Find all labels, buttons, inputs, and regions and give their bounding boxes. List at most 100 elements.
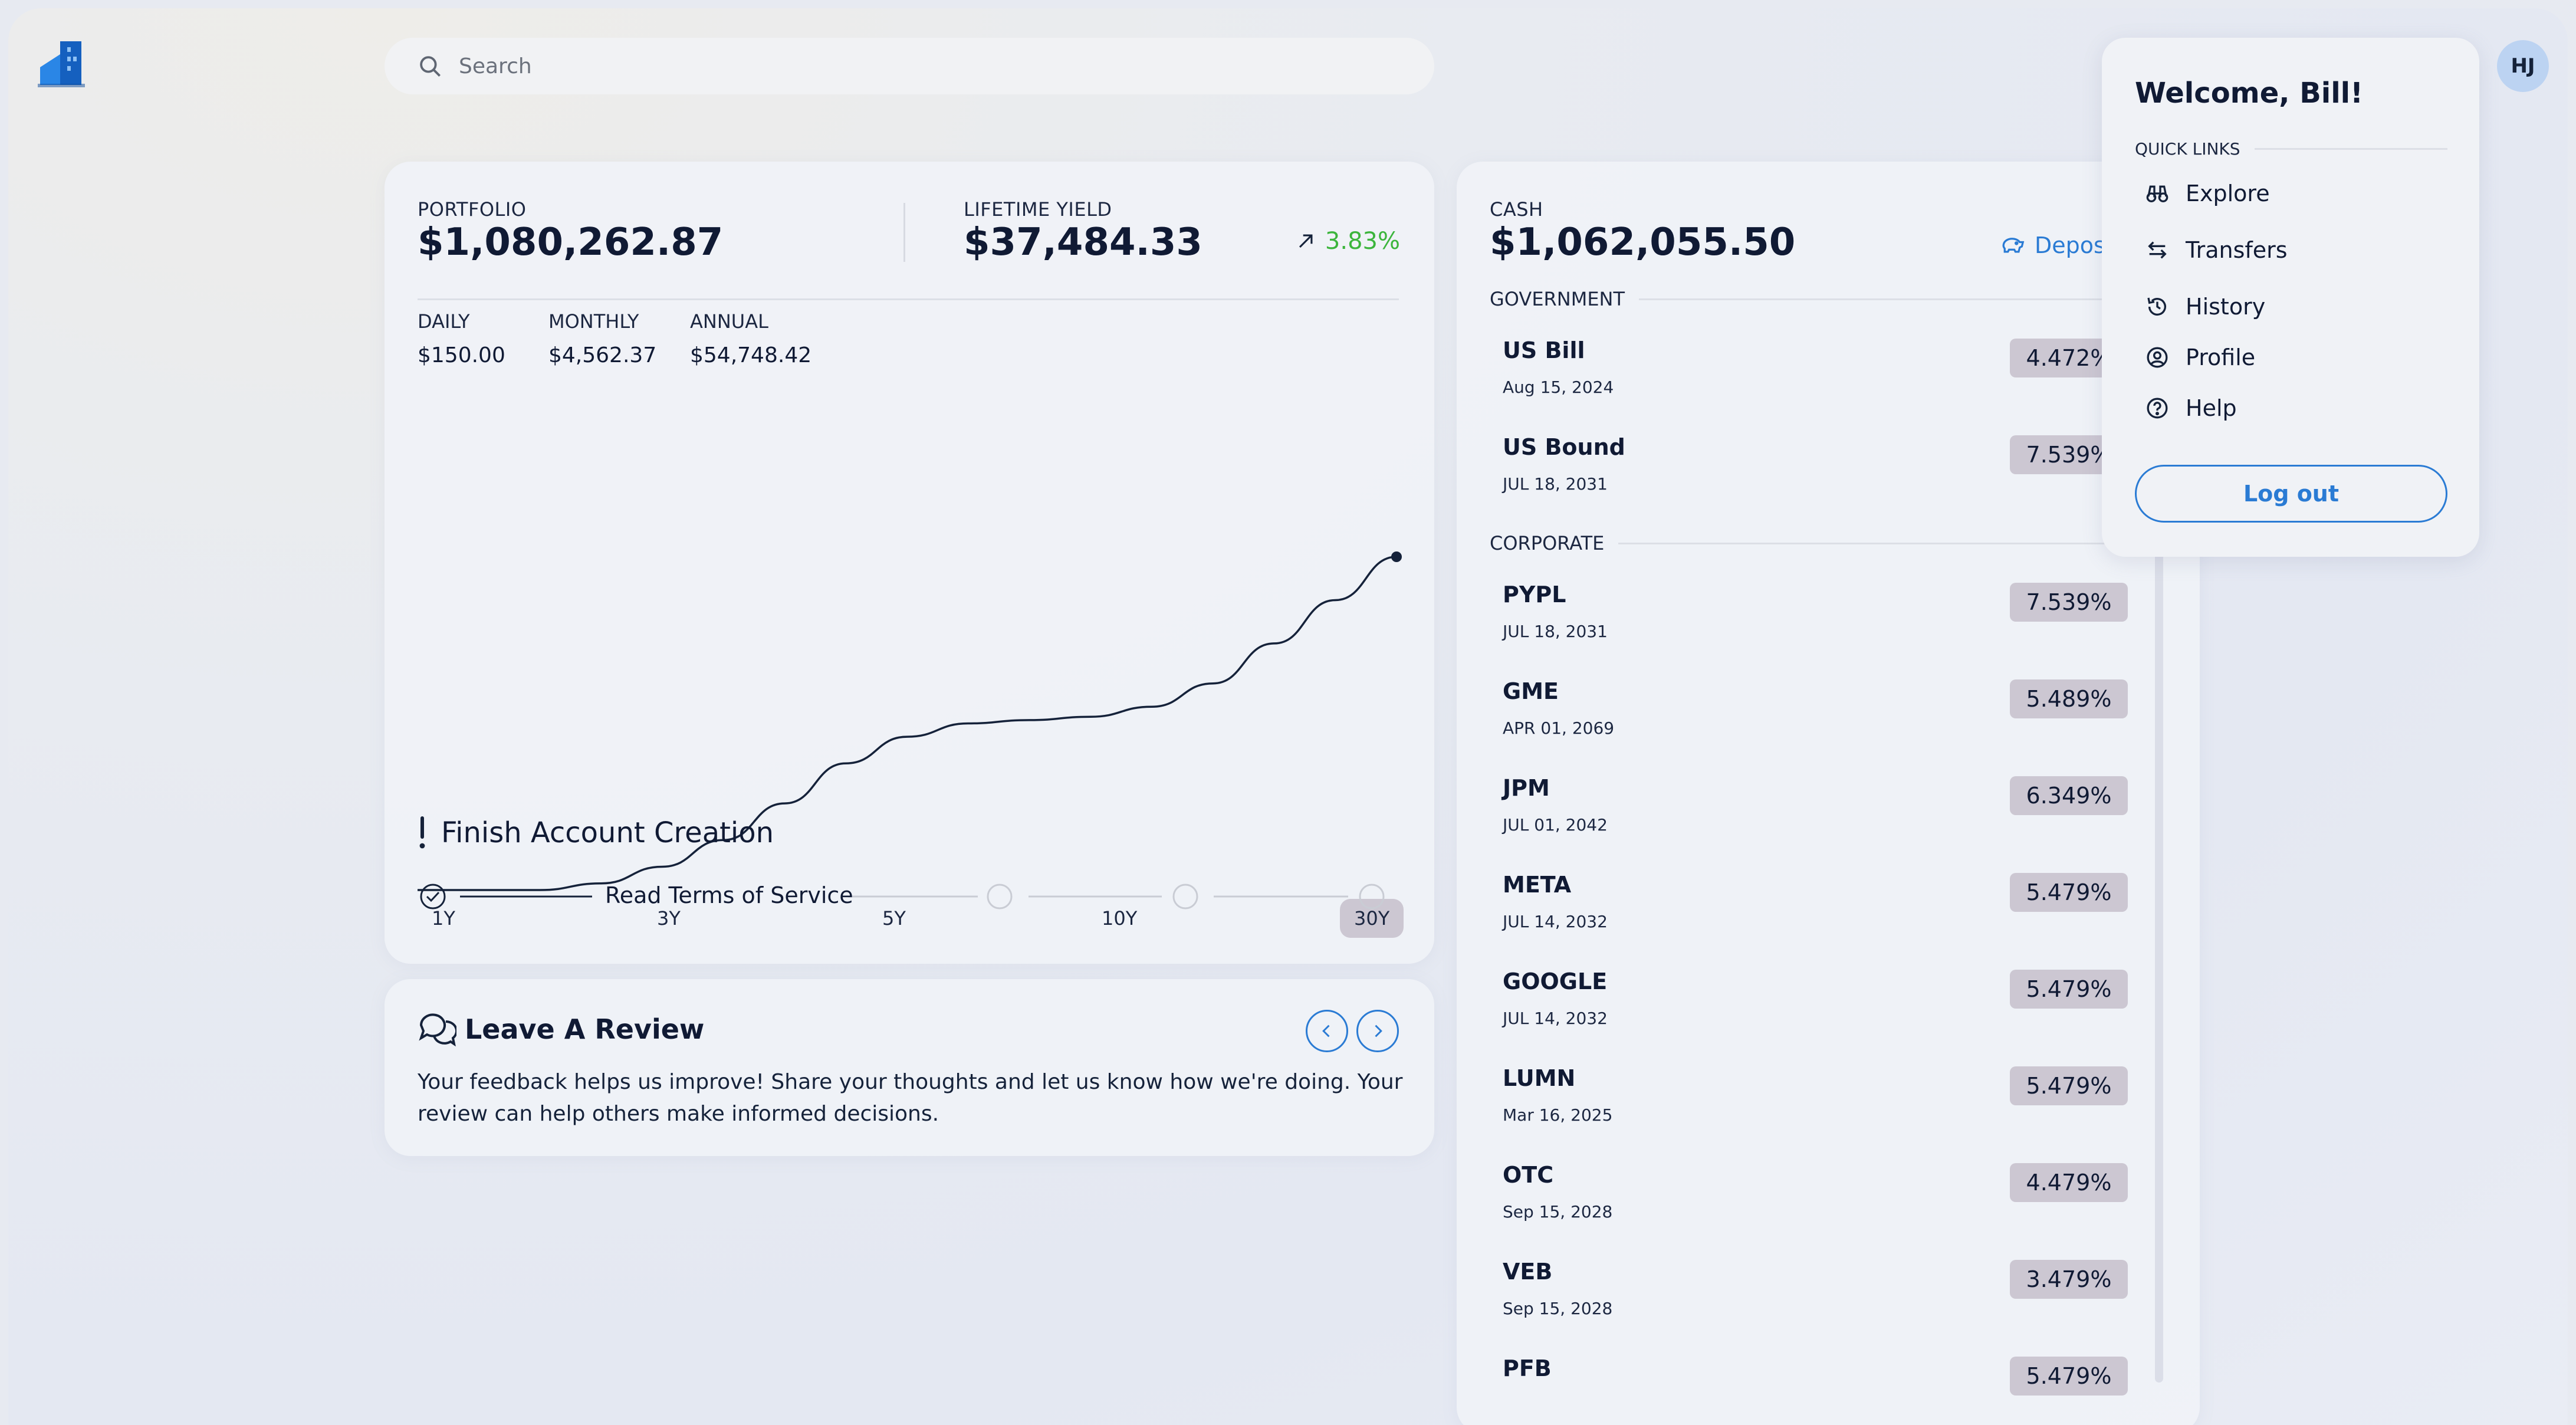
bond-name: LUMN bbox=[1503, 1065, 1576, 1091]
range-30y[interactable]: 30Y bbox=[1340, 899, 1404, 938]
logout-button[interactable]: Log out bbox=[2135, 465, 2447, 523]
menu-item-label: Explore bbox=[2186, 180, 2270, 206]
cash-card: CASH $1,062,055.50 Deposit GOVERNMENT US… bbox=[1457, 162, 2200, 1425]
menu-item-label: History bbox=[2186, 294, 2266, 320]
bond-rate-badge: 5.479% bbox=[2010, 1066, 2128, 1105]
search-icon bbox=[420, 56, 441, 77]
search-bar[interactable] bbox=[385, 38, 1434, 94]
bond-row[interactable]: US Bill Aug 15, 2024 4.472% bbox=[1503, 337, 2128, 414]
bond-rate-badge: 3.479% bbox=[2010, 1260, 2128, 1299]
chevron-right-icon bbox=[1375, 1025, 1382, 1037]
government-label: GOVERNMENT bbox=[1490, 288, 1625, 310]
corporate-section-header: CORPORATE bbox=[1490, 532, 2197, 554]
bond-row[interactable]: GME APR 01, 2069 5.489% bbox=[1503, 678, 2128, 755]
menu-item-label: Help bbox=[2186, 395, 2237, 421]
review-prev-button[interactable] bbox=[1306, 1010, 1348, 1052]
growth-endpoint bbox=[1391, 551, 1402, 562]
finish-account-section[interactable]: Finish Account Creation bbox=[418, 816, 774, 849]
monthly-label: MONTHLY bbox=[548, 310, 639, 333]
review-title: Leave A Review bbox=[465, 1013, 705, 1045]
bond-rate-badge: 5.479% bbox=[2010, 1357, 2128, 1396]
bond-date: JUL 14, 2032 bbox=[1503, 1009, 1608, 1028]
user-menu: Welcome, Bill! QUICK LINKS Explore Trans… bbox=[2102, 38, 2479, 557]
chat-bubbles-icon bbox=[419, 1013, 456, 1046]
bond-name: JPM bbox=[1503, 775, 1550, 801]
menu-item-help[interactable]: Help bbox=[2145, 395, 2237, 421]
bond-date: JUL 14, 2032 bbox=[1503, 912, 1608, 931]
bond-row[interactable]: VEB Sep 15, 2028 3.479% bbox=[1503, 1259, 2128, 1335]
portfolio-label: PORTFOLIO bbox=[418, 198, 527, 221]
building-logo-icon[interactable] bbox=[37, 35, 90, 87]
portfolio-growth-chart bbox=[418, 551, 1402, 891]
arrow-up-right-icon bbox=[1299, 234, 1313, 248]
range-3y[interactable]: 3Y bbox=[657, 907, 681, 930]
onboarding-steps: Read Terms of Service bbox=[418, 879, 1399, 914]
lifetime-yield-label: LIFETIME YIELD bbox=[964, 198, 1112, 221]
search-input[interactable] bbox=[459, 42, 1343, 90]
annual-label: ANNUAL bbox=[690, 310, 768, 333]
bond-date: Sep 15, 2028 bbox=[1503, 1202, 1613, 1222]
bond-name: GME bbox=[1503, 678, 1559, 704]
finish-account-title: Finish Account Creation bbox=[441, 816, 774, 849]
bond-rate-badge: 5.479% bbox=[2010, 873, 2128, 912]
bond-row[interactable]: PYPL JUL 18, 2031 7.539% bbox=[1503, 582, 2128, 658]
bond-rate-badge: 5.479% bbox=[2010, 970, 2128, 1009]
avatar[interactable]: HJ bbox=[2497, 40, 2549, 92]
quick-links-header: QUICK LINKS bbox=[2135, 139, 2447, 159]
bond-date: APR 01, 2069 bbox=[1503, 718, 1615, 738]
menu-item-history[interactable]: History bbox=[2145, 294, 2265, 320]
range-5y[interactable]: 5Y bbox=[882, 907, 906, 930]
divider bbox=[418, 298, 1399, 300]
bond-row[interactable]: PFB 5.479% bbox=[1503, 1355, 2128, 1425]
bond-name: PFB bbox=[1503, 1355, 1552, 1381]
chevron-left-icon bbox=[1322, 1025, 1330, 1037]
review-text-line: review can help others make informed dec… bbox=[418, 1102, 939, 1126]
current-step-label[interactable]: Read Terms of Service bbox=[605, 882, 853, 908]
review-next-button[interactable] bbox=[1356, 1010, 1399, 1052]
yield-change: 3.83% bbox=[1296, 228, 1400, 255]
annual-value: $54,748.42 bbox=[690, 343, 812, 367]
bond-row[interactable]: JPM JUL 01, 2042 6.349% bbox=[1503, 775, 2128, 852]
bond-name: PYPL bbox=[1503, 582, 1566, 608]
bond-row[interactable]: OTC Sep 15, 2028 4.479% bbox=[1503, 1162, 2128, 1239]
bond-rate-badge: 5.489% bbox=[2010, 679, 2128, 718]
bond-date: JUL 01, 2042 bbox=[1503, 815, 1608, 835]
bond-date: Aug 15, 2024 bbox=[1503, 377, 1614, 397]
bond-rate-badge: 7.539% bbox=[2010, 583, 2128, 622]
menu-item-profile[interactable]: Profile bbox=[2145, 344, 2255, 370]
quick-links-label: QUICK LINKS bbox=[2135, 139, 2240, 159]
bond-list-scrollbar[interactable] bbox=[2155, 539, 2163, 1383]
government-section-header: GOVERNMENT bbox=[1490, 288, 2197, 310]
bond-name: GOOGLE bbox=[1503, 968, 1608, 994]
lifetime-yield-value: $37,484.33 bbox=[964, 221, 1202, 264]
bond-date: JUL 18, 2031 bbox=[1503, 474, 1608, 494]
bond-row[interactable]: LUMN Mar 16, 2025 5.479% bbox=[1503, 1065, 2128, 1142]
bond-row[interactable]: GOOGLE JUL 14, 2032 5.479% bbox=[1503, 968, 2128, 1045]
menu-item-transfers[interactable]: Transfers bbox=[2145, 237, 2288, 263]
divider bbox=[903, 203, 905, 262]
user-circle-icon bbox=[2147, 347, 2168, 368]
range-10y[interactable]: 10Y bbox=[1102, 907, 1138, 930]
history-icon bbox=[2147, 297, 2166, 316]
exclamation-icon bbox=[419, 816, 425, 849]
bond-name: OTC bbox=[1503, 1162, 1554, 1188]
review-text-line: Your feedback helps us improve! Share yo… bbox=[418, 1070, 1403, 1094]
arrows-swap-icon bbox=[2148, 241, 2167, 259]
menu-item-explore[interactable]: Explore bbox=[2145, 180, 2270, 206]
bond-name: META bbox=[1503, 872, 1572, 898]
bond-date: JUL 18, 2031 bbox=[1503, 622, 1608, 641]
bond-row[interactable]: US Bound JUL 18, 2031 7.539% bbox=[1503, 434, 2128, 511]
cash-label: CASH bbox=[1490, 198, 1543, 221]
portfolio-card: PORTFOLIO $1,080,262.87 LIFETIME YIELD $… bbox=[385, 162, 1434, 964]
corporate-label: CORPORATE bbox=[1490, 532, 1605, 554]
welcome-message: Welcome, Bill! bbox=[2135, 77, 2364, 110]
monthly-value: $4,562.37 bbox=[548, 343, 657, 367]
bond-row[interactable]: META JUL 14, 2032 5.479% bbox=[1503, 872, 2128, 948]
bond-rate-badge: 6.349% bbox=[2010, 776, 2128, 815]
range-1y[interactable]: 1Y bbox=[432, 907, 455, 930]
bond-name: US Bound bbox=[1503, 434, 1625, 460]
growth-line bbox=[418, 556, 1397, 891]
help-circle-icon bbox=[2147, 398, 2168, 419]
portfolio-value: $1,080,262.87 bbox=[418, 221, 724, 264]
binoculars-icon bbox=[2146, 185, 2168, 202]
